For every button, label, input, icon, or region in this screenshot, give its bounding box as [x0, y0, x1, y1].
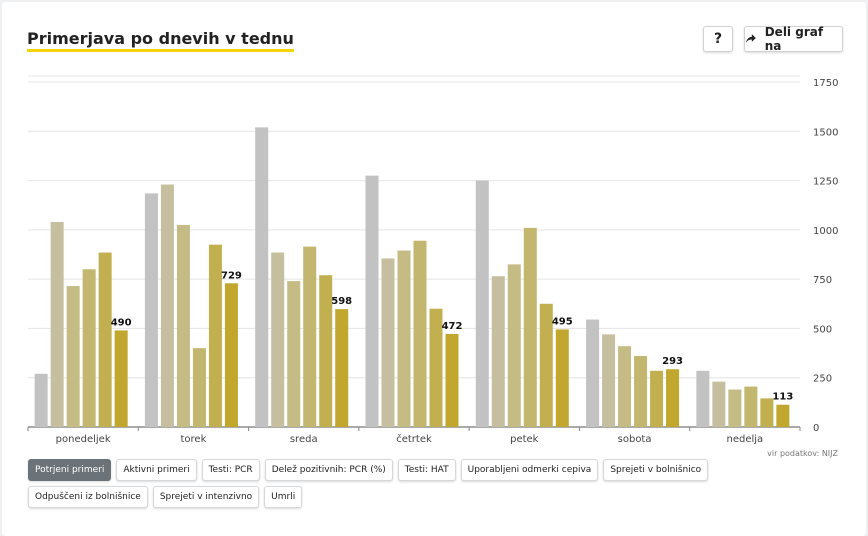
filter-pill[interactable]: Aktivni primeri	[116, 459, 197, 481]
bar	[696, 370, 710, 427]
data-label: 113	[772, 392, 793, 403]
bar-chart: 0 250 500 750 1000 1250 1500 1750 490 ponedeljek 7…	[27, 75, 838, 445]
share-button-label: Deli graf na	[764, 25, 824, 53]
bar	[586, 319, 600, 427]
filter-pill[interactable]: Testi: PCR	[201, 459, 260, 481]
bar	[381, 258, 395, 427]
bar	[114, 330, 128, 427]
bar	[144, 193, 158, 427]
bar	[82, 269, 96, 427]
x-tick-label: četrtek	[396, 433, 432, 445]
filter-pill[interactable]: Sprejeti v intenzivno	[152, 486, 260, 508]
filter-pill[interactable]: Testi: HAT	[397, 459, 456, 481]
share-icon	[745, 34, 756, 43]
x-tick-label: petek	[510, 434, 539, 445]
bar	[319, 275, 333, 427]
x-tick-label: sobota	[618, 434, 652, 445]
bar	[192, 348, 206, 427]
data-source: vir podatkov: NIJZ	[767, 449, 838, 458]
x-tick-label: torek	[180, 434, 206, 445]
bar	[618, 346, 632, 427]
bar	[666, 369, 680, 427]
bar	[523, 227, 537, 427]
bar	[303, 246, 317, 427]
bar	[224, 283, 238, 427]
filter-pill[interactable]: Potrjeni primeri	[28, 459, 112, 481]
bar	[602, 334, 616, 427]
y-tick-label: 1000	[813, 226, 838, 237]
bar	[760, 398, 774, 427]
data-label: 729	[221, 270, 242, 281]
bar	[66, 286, 80, 427]
data-label: 495	[552, 316, 573, 327]
bar	[507, 264, 521, 427]
bar	[34, 373, 48, 427]
y-tick-label: 500	[813, 324, 832, 335]
x-tick-label: sreda	[290, 434, 318, 445]
bar	[445, 333, 459, 427]
filter-pill[interactable]: Delež pozitivnih: PCR (%)	[264, 459, 393, 481]
bar	[287, 281, 301, 427]
bar	[728, 389, 742, 427]
y-tick-label: 1750	[813, 78, 838, 89]
y-tick-label: 0	[813, 423, 819, 434]
x-tick-label: ponedeljek	[56, 434, 111, 445]
bar	[50, 221, 64, 427]
metric-selector: Potrjeni primeri Aktivni primeri Testi: PC…	[28, 459, 828, 508]
bar	[335, 309, 349, 427]
filter-pill[interactable]: Sprejeti v bolnišnico	[603, 459, 709, 481]
bar	[475, 180, 489, 427]
y-tick-label: 250	[813, 374, 832, 385]
data-label: 490	[111, 317, 132, 328]
y-tick-label: 750	[813, 275, 832, 286]
chart-title: Primerjava po dnevih v tednu	[27, 30, 294, 52]
bar	[176, 224, 190, 427]
bar	[208, 244, 222, 427]
bar	[365, 175, 379, 427]
bar	[413, 240, 427, 427]
data-label: 598	[331, 296, 352, 307]
data-label: 293	[662, 356, 683, 367]
bar	[650, 370, 664, 427]
help-button[interactable]: ?	[703, 26, 733, 52]
bar	[255, 127, 269, 427]
bar	[271, 252, 285, 427]
bar	[744, 386, 758, 427]
y-tick-label: 1500	[813, 127, 838, 138]
bar	[98, 252, 112, 427]
y-tick-label: 1250	[813, 177, 838, 188]
bar	[429, 308, 443, 427]
bar	[712, 381, 726, 427]
bar	[555, 329, 569, 427]
bar	[160, 184, 174, 427]
bar	[397, 250, 411, 427]
share-button[interactable]: Deli graf na	[744, 25, 843, 53]
bar	[539, 303, 553, 427]
x-tick-label: nedelja	[727, 434, 764, 445]
data-label: 472	[442, 321, 463, 332]
filter-pill[interactable]: Umrli	[264, 486, 303, 508]
bar	[491, 276, 505, 427]
bar	[634, 356, 648, 427]
filter-pill[interactable]: Odpuščeni iz bolnišnice	[28, 486, 148, 508]
bar	[776, 404, 790, 427]
filter-pill[interactable]: Uporabljeni odmerki cepiva	[460, 459, 599, 481]
